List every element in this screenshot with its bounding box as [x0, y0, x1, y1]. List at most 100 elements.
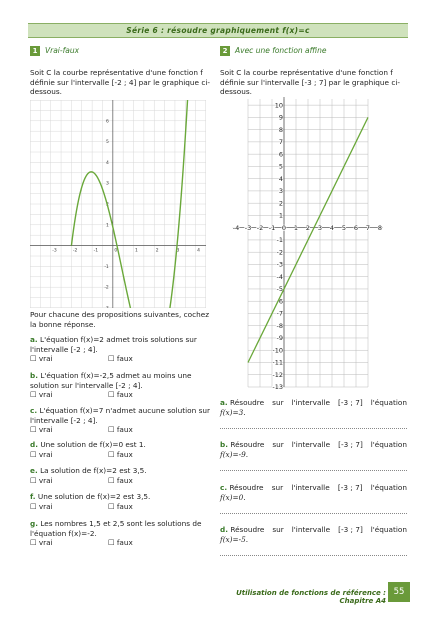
answer-choices: ☐ vrai ☐ faux [30, 502, 212, 512]
graph-1-y-tick: -1 [104, 264, 109, 270]
section-2: 2 Avec une fonction affine Soit C la cou… [220, 45, 406, 97]
graph-2-x-tick: 2 [306, 224, 310, 232]
graph-2-y-tick: -4 [277, 273, 283, 281]
footer-text: Utilisation de fonctions de référence : … [236, 589, 386, 605]
graph-1-y-tick: 6 [106, 118, 109, 124]
question-7: g. Les nombres 1,5 et 2,5 sont les solut… [30, 519, 212, 548]
answer-choices: ☐ vrai ☐ faux [30, 450, 212, 460]
graph-2-y-tick: -9 [277, 334, 283, 342]
graph-1-x-tick: 0 [114, 248, 117, 254]
graph-2-y-tick: -2 [277, 248, 283, 256]
graph-2-y-tick: 10 [275, 101, 283, 109]
answer-choices: ☐ vrai ☐ faux [30, 476, 212, 486]
graph-2-x-tick: 3 [318, 224, 322, 232]
graph-2-y-tick: 1 [279, 212, 283, 220]
graph-2-y-tick: -6 [277, 297, 283, 305]
section-2-intro: Soit C la courbe représentative d'une fo… [220, 68, 401, 97]
graph-2-y-tick: -3 [277, 261, 283, 269]
answer-line[interactable] [220, 428, 407, 429]
graph-1-x-tick: 4 [197, 248, 200, 254]
graph-2-y-tick: -7 [277, 310, 283, 318]
graph-2-x-tick: -4 [233, 224, 239, 232]
faux-checkbox[interactable]: ☐ faux [108, 354, 133, 364]
graph-2-grid [247, 99, 369, 388]
series-title: Série 6 : résoudre graphiquement f(x)=c [126, 26, 310, 35]
answer-choices: ☐ vrai ☐ faux [30, 538, 212, 548]
exercise-2-question-2: b. Résoudre sur l'intervalle [-3 ; 7] l'équa… [220, 440, 407, 459]
section-1-intro: Soit C la courbe représentative d'une fo… [30, 68, 211, 97]
graph-2-y-tick: 4 [279, 175, 283, 183]
graph-1-x-tick: -3 [52, 248, 57, 254]
question-2: b. L'équation f(x)=-2,5 admet au moins u… [30, 371, 212, 400]
section-1-number: 1 [30, 45, 40, 56]
graph-2-y-tick: -13 [272, 383, 283, 391]
graph-2-y-tick: -1 [277, 236, 283, 244]
question-5: e. La solution de f(x)=2 est 3,5. ☐ vrai ☐… [30, 466, 212, 485]
faux-checkbox[interactable]: ☐ faux [108, 501, 133, 511]
exercise-2-question-1: a. Résoudre sur l'intervalle [-3 ; 7] l'équa… [220, 398, 407, 417]
vrai-checkbox[interactable]: ☐ vrai [30, 538, 53, 548]
section-2-title: Avec une fonction affine [235, 46, 327, 55]
graph-2-x-tick: 5 [342, 224, 346, 232]
graph-2-y-tick: -11 [272, 359, 283, 367]
section-2-heading: 2 Avec une fonction affine [220, 45, 406, 56]
vrai-checkbox[interactable]: ☐ vrai [30, 501, 53, 511]
faux-checkbox[interactable]: ☐ faux [108, 425, 133, 435]
faux-checkbox[interactable]: ☐ faux [108, 449, 133, 459]
graph-2-y-tick: 3 [279, 187, 283, 195]
graph-1-y-tick: -3 [104, 306, 109, 309]
graph-2-y-tick: 2 [279, 199, 283, 207]
faux-checkbox[interactable]: ☐ faux [108, 475, 133, 485]
faux-checkbox[interactable]: ☐ faux [108, 538, 133, 548]
question-6: f. Une solution de f(x)=2 est 3,5. ☐ vrai… [30, 492, 212, 511]
question-1: a. L'équation f(x)=2 admet trois solutio… [30, 335, 212, 364]
section-1: 1 Vrai-faux Soit C la courbe représentat… [30, 45, 216, 97]
answer-choices: ☐ vrai ☐ faux [30, 390, 212, 400]
vrai-checkbox[interactable]: ☐ vrai [30, 425, 53, 435]
graph-1-x-tick: 1 [135, 248, 138, 254]
graph-2-x-tick: -3 [245, 224, 251, 232]
answer-line[interactable] [220, 513, 407, 514]
graph-2-y-tick: 9 [279, 114, 283, 122]
answer-choices: ☐ vrai ☐ faux [30, 354, 212, 364]
vrai-checkbox[interactable]: ☐ vrai [30, 449, 53, 459]
answer-choices: ☐ vrai ☐ faux [30, 425, 212, 435]
graph-2-x-tick: 8 [378, 224, 382, 232]
question-4: d. Une solution de f(x)=0 est 1. ☐ vrai ☐ … [30, 440, 212, 459]
question-3: c. L'équation f(x)=7 n'admet aucune solu… [30, 406, 212, 435]
graph-1-x-tick: -2 [73, 248, 78, 254]
graph-2-y-tick: -8 [277, 322, 283, 330]
graph-2: -4 -3 -2 -1 0 1 2 3 4 5 6 7 810987654321-1-2-3-4-5-6… [232, 97, 383, 392]
exercise-2-question-3: c. Résoudre sur l'intervalle [-3 ; 7] l'équa… [220, 483, 407, 502]
section-1-prompt: Pour chacune des propositions suivantes,… [30, 310, 210, 329]
section-2-number: 2 [220, 45, 230, 56]
graph-2-x-tick: -2 [257, 224, 263, 232]
graph-2-x-tick: -1 [269, 224, 275, 232]
vrai-checkbox[interactable]: ☐ vrai [30, 390, 53, 400]
vrai-checkbox[interactable]: ☐ vrai [30, 354, 53, 364]
graph-2-y-tick: 8 [279, 126, 283, 134]
graph-2-y-tick: -12 [272, 371, 283, 379]
graph-2-x-tick: 0 [282, 224, 286, 232]
vrai-checkbox[interactable]: ☐ vrai [30, 475, 53, 485]
graph-1-x-tick: -1 [94, 248, 99, 254]
section-1-title: Vrai-faux [45, 46, 80, 55]
graph-2-y-tick: -10 [272, 346, 283, 354]
graph-1-y-tick: 4 [106, 160, 109, 166]
graph-2-x-tick: 1 [294, 224, 298, 232]
graph-1-grid [30, 100, 206, 308]
page-number: 55 [388, 582, 410, 602]
graph-1-y-tick: -2 [104, 285, 109, 291]
graph-2-line [247, 117, 369, 363]
answer-line[interactable] [220, 470, 407, 471]
graph-1-x-tick: 3 [176, 248, 179, 254]
graph-1-x-tick: 2 [156, 248, 159, 254]
faux-checkbox[interactable]: ☐ faux [108, 390, 133, 400]
exercise-2-question-4: d. Résoudre sur l'intervalle [-3 ; 7] l'équa… [220, 525, 407, 544]
graph-2-y-tick: -5 [277, 285, 283, 293]
graph-2-x-tick: 6 [354, 224, 358, 232]
answer-line[interactable] [220, 555, 407, 556]
graph-2-x-tick: 7 [366, 224, 370, 232]
graph-2-x-tick: 4 [330, 224, 334, 232]
